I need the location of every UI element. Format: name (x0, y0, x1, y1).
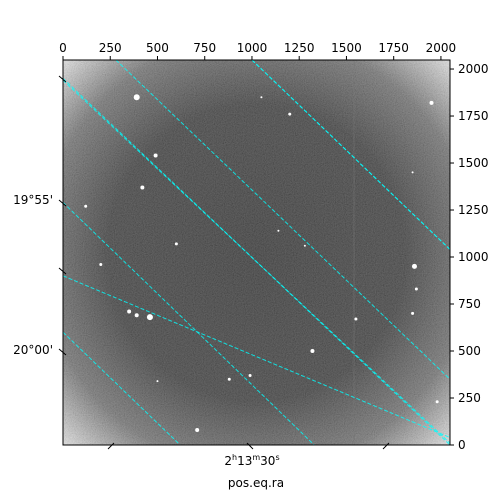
star (411, 311, 415, 315)
plot-frame (62, 59, 451, 446)
ra-grid-line (63, 202, 315, 445)
right-tick-label: 750 (458, 297, 481, 311)
top-tick-label: 1000 (237, 41, 268, 55)
left-tick-label-19-55: 19°55' (13, 193, 53, 207)
ra-grid-line (115, 60, 450, 380)
star (153, 153, 158, 158)
right-tick-label: 1250 (458, 203, 489, 217)
star (310, 349, 315, 354)
right-tick-label: 500 (458, 344, 481, 358)
dec-grid-line (251, 60, 450, 250)
plot-area (63, 60, 450, 445)
star (411, 263, 417, 269)
top-tick-label: 0 (59, 41, 67, 55)
star (227, 377, 231, 381)
bottom-tick (382, 442, 390, 450)
top-tick-label: 500 (146, 41, 169, 55)
right-axis: 0 250 500 750 1000 1250 1500 1750 2000 (450, 62, 489, 452)
star (354, 317, 358, 321)
right-tick-label: 1500 (458, 156, 489, 170)
top-tick-label: 250 (99, 41, 122, 55)
star (127, 309, 132, 314)
star (134, 313, 139, 318)
top-tick-label: 1250 (284, 41, 315, 55)
x-axis-label: pos.eq.ra (228, 476, 284, 490)
right-tick-label: 1000 (458, 250, 489, 264)
star (288, 112, 292, 116)
star (248, 373, 252, 377)
star (84, 204, 88, 208)
stars-layer (84, 94, 439, 432)
dec-grid-line (63, 275, 450, 438)
bottom-tick-label-ra: 2h13m30s (224, 453, 279, 468)
left-tick (58, 267, 67, 275)
right-tick-label: 250 (458, 391, 481, 405)
top-tick-label: 750 (193, 41, 216, 55)
right-tick-label: 1750 (458, 109, 489, 123)
coordinate-grid (63, 60, 450, 445)
star (277, 229, 280, 232)
right-tick-label: 2000 (458, 62, 489, 76)
left-tick (58, 199, 67, 207)
star (414, 287, 418, 291)
dec-grid-line (63, 78, 450, 445)
image-noise (63, 60, 450, 445)
top-tick-label: 2000 (426, 41, 457, 55)
star (99, 263, 103, 267)
star (146, 314, 153, 321)
bottom-tick (246, 442, 254, 450)
ra-grid-line (63, 331, 181, 445)
star (429, 100, 434, 105)
bottom-tick (107, 442, 115, 450)
star (260, 96, 263, 99)
left-tick-label-20-00: 20°00' (13, 343, 53, 357)
top-axis: 0 250 500 750 1000 1250 1500 1750 2000 (59, 41, 456, 60)
star (133, 94, 140, 101)
bottom-axis: 2h13m30s pos.eq.ra (107, 442, 390, 490)
star (156, 380, 159, 383)
star (140, 185, 145, 190)
left-tick (58, 348, 67, 356)
top-tick-label: 1500 (331, 41, 362, 55)
star (195, 427, 200, 432)
star (435, 400, 439, 404)
star (411, 171, 414, 174)
star (174, 242, 178, 246)
left-tick (58, 75, 67, 83)
top-tick-label: 1750 (378, 41, 409, 55)
right-tick-label: 0 (458, 438, 466, 452)
star (303, 244, 306, 247)
left-axis: 19°55' 20°00' (13, 75, 67, 357)
